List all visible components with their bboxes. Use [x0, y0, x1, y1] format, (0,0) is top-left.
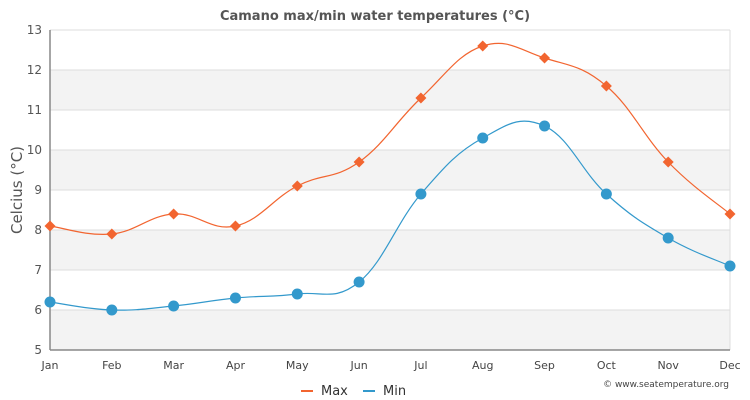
y-tick-label: 13: [27, 23, 42, 37]
credit-link[interactable]: © www.seatemperature.org: [603, 380, 729, 390]
data-point-max[interactable]: [415, 92, 427, 104]
y-tick-label: 9: [34, 183, 42, 197]
plot-band: [50, 150, 730, 190]
legend-item-max[interactable]: Max: [301, 384, 348, 399]
x-tick-label: Nov: [657, 359, 679, 372]
data-point-min[interactable]: [168, 300, 180, 312]
data-point-min[interactable]: [229, 292, 241, 304]
y-tick-label: 10: [27, 143, 42, 157]
legend-item-min[interactable]: Min: [363, 384, 406, 399]
y-tick-label: 11: [27, 103, 42, 117]
x-tick-label: Mar: [163, 359, 184, 372]
legend-label-min: Min: [383, 384, 406, 399]
x-tick-label: May: [286, 359, 309, 372]
series-group: [44, 40, 736, 316]
data-point-max[interactable]: [353, 156, 365, 168]
x-tick-label: Dec: [719, 359, 740, 372]
y-axis-ticks: 5 6 7 8 9 10 11 12 13: [27, 23, 42, 357]
data-point-max[interactable]: [477, 40, 489, 52]
data-point-min[interactable]: [600, 188, 612, 200]
data-point-min[interactable]: [44, 296, 56, 308]
data-point-max[interactable]: [539, 52, 551, 64]
plot-band: [50, 70, 730, 110]
data-point-max[interactable]: [291, 180, 303, 192]
plot-band: [50, 310, 730, 350]
data-point-max[interactable]: [168, 208, 180, 220]
chart-title: Camano max/min water temperatures (°C): [220, 9, 530, 24]
data-point-min[interactable]: [415, 188, 427, 200]
y-tick-label: 12: [27, 63, 42, 77]
data-point-max[interactable]: [229, 220, 241, 232]
x-tick-label: Jan: [41, 359, 59, 372]
data-point-min[interactable]: [724, 260, 736, 272]
x-tick-label: Aug: [472, 359, 493, 372]
plot-bands: [50, 70, 730, 350]
data-point-max[interactable]: [44, 220, 56, 232]
x-tick-label: Oct: [597, 359, 617, 372]
data-point-max[interactable]: [600, 80, 612, 92]
y-tick-label: 7: [34, 263, 42, 277]
series-max: [44, 40, 736, 240]
data-point-min[interactable]: [291, 288, 303, 300]
data-point-max[interactable]: [724, 208, 736, 220]
series-line-min: [49, 120, 731, 311]
data-point-min[interactable]: [353, 276, 365, 288]
x-tick-label: Sep: [534, 359, 555, 372]
data-point-min[interactable]: [477, 132, 489, 144]
data-point-min[interactable]: [662, 232, 674, 244]
y-axis-label: Celcius (°C): [8, 146, 26, 234]
y-tick-label: 8: [34, 223, 42, 237]
y-tick-label: 5: [34, 343, 42, 357]
series-min: [44, 120, 736, 316]
y-tick-label: 6: [34, 303, 42, 317]
x-tick-label: Apr: [226, 359, 246, 372]
legend: Max Min: [301, 384, 406, 399]
data-point-min[interactable]: [539, 120, 551, 132]
x-tick-label: Feb: [102, 359, 121, 372]
x-tick-label: Jul: [413, 359, 427, 372]
data-point-min[interactable]: [106, 304, 118, 316]
data-point-max[interactable]: [662, 156, 674, 168]
x-axis-ticks: Jan Feb Mar Apr May Jun Jul Aug Sep Oct Nov Dec: [41, 359, 741, 372]
legend-label-max: Max: [321, 384, 348, 399]
plot-band: [50, 230, 730, 270]
x-tick-label: Jun: [349, 359, 367, 372]
data-point-max[interactable]: [106, 228, 118, 240]
